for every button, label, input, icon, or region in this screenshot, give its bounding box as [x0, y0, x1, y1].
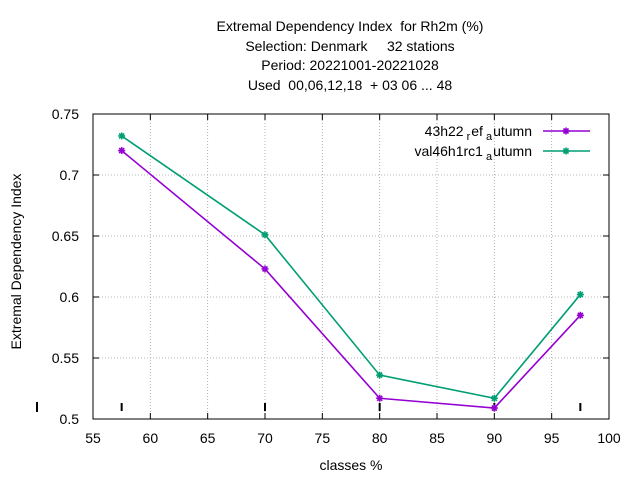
data-point — [261, 231, 269, 239]
point-marker-d2 — [577, 312, 584, 319]
x-tick-label: 55 — [85, 430, 101, 446]
x-axis-label: classes % — [319, 457, 382, 473]
legend-label-part: utumn — [493, 143, 532, 159]
chart-title: Extremal Dependency Index for Rh2m (%) S… — [0, 17, 640, 95]
plot-frame — [92, 113, 610, 420]
series-2 — [118, 132, 584, 402]
x-tick-label: 100 — [597, 430, 621, 446]
x-tick-label: 90 — [487, 430, 503, 446]
legend-marker-d2 — [562, 127, 570, 135]
axis-ticks: 55 60 65 70 75 80 85 90 95 100 0.5 0.55 0.6 0.65 0.7 0.… — [36, 106, 621, 446]
legend-label: val46h1rc1 autumn — [414, 143, 532, 163]
legend-label-part: 43h22 — [425, 123, 464, 139]
y-tick-label: 0.6 — [60, 289, 80, 305]
y-tick-label: 0.65 — [52, 228, 79, 244]
legend-entry-1: 43h22 ref autumn — [425, 123, 590, 143]
legend-label-part: val46h1rc1 — [414, 143, 483, 159]
data-point — [261, 265, 269, 273]
legend-label: 43h22 ref autumn — [425, 123, 532, 143]
point-marker-d2 — [376, 372, 383, 379]
legend-label-part: ef — [471, 123, 483, 139]
y-tick-label: 0.7 — [60, 167, 80, 183]
legend-entry-2: val46h1rc1 autumn — [414, 143, 590, 163]
point-marker-d2 — [376, 395, 383, 402]
series-layer — [118, 132, 584, 412]
y-axis-label: Extremal Dependency Index — [8, 174, 24, 350]
point-marker-d2 — [118, 132, 125, 140]
data-point — [576, 291, 584, 299]
point-marker-d2 — [261, 265, 269, 273]
point-marker-d2 — [261, 231, 269, 238]
y-tick-label: 0.75 — [52, 106, 79, 122]
data-point — [490, 394, 498, 402]
point-marker-d2 — [491, 404, 498, 412]
grid — [93, 114, 609, 419]
x-tick-label: 60 — [143, 430, 159, 446]
legend-label-part: utumn — [493, 123, 532, 139]
data-point — [118, 147, 126, 155]
legend-label-part: r — [467, 131, 471, 143]
data-point — [490, 404, 498, 412]
data-point — [376, 394, 384, 402]
point-marker-d2 — [577, 291, 584, 298]
title-line-1: Extremal Dependency Index for Rh2m (%) — [216, 18, 484, 34]
y-tick-label: 0.55 — [52, 350, 79, 366]
title-line-2: Selection: Denmark 32 stations — [245, 37, 455, 54]
x-tick-label: 85 — [429, 430, 445, 446]
x-tick-label: 95 — [544, 430, 560, 446]
legend-marker-d2 — [562, 147, 570, 155]
legend-label-part: a — [486, 131, 493, 143]
y-tick-label: 0.5 — [60, 411, 80, 427]
point-marker-d2 — [118, 147, 125, 154]
x-tick-label: 80 — [372, 430, 388, 446]
title-line-3: Period: 20221001-20221028 — [261, 57, 439, 73]
series-1 — [118, 147, 584, 412]
title-line-4: Used 00,06,12,18 + 03 06 ... 48 — [247, 76, 453, 93]
point-marker-d2 — [491, 395, 498, 402]
x-tick-label: 75 — [315, 430, 331, 446]
x-tick-label: 65 — [200, 430, 216, 446]
data-point — [576, 311, 584, 319]
data-point — [118, 132, 126, 140]
x-tick-label: 70 — [257, 430, 273, 446]
legend-label-part: a — [486, 151, 493, 163]
series-line — [121, 149, 581, 409]
data-point — [376, 371, 384, 379]
